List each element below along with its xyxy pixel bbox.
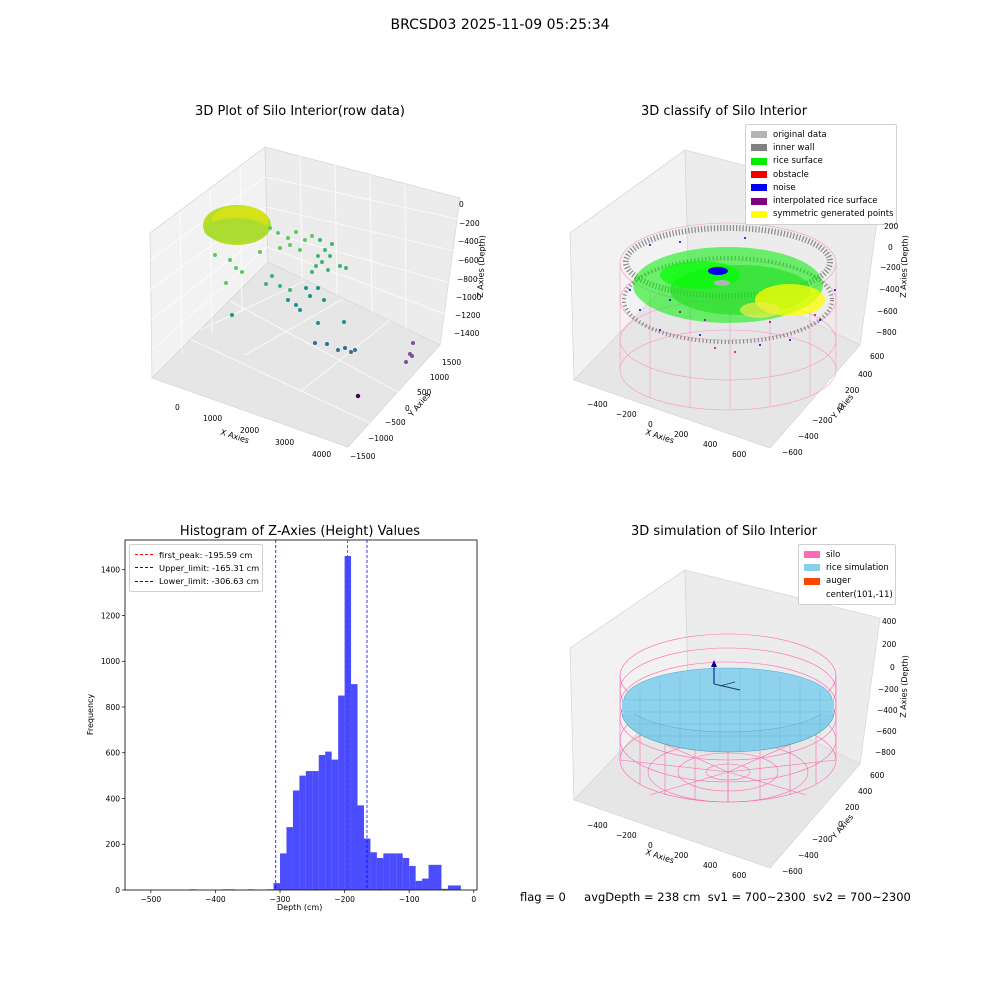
legend-swatch (804, 564, 820, 572)
histogram-bar (292, 790, 300, 890)
legend-item: first_peak: -195.59 cm (135, 548, 257, 561)
y-tick-label: 1000 (101, 657, 120, 666)
sv2-text: sv2 = 700~2300 (812, 890, 911, 904)
histogram-bar (415, 880, 423, 890)
y-tick-label: 200 (106, 840, 121, 849)
histogram-bar (318, 755, 326, 890)
histogram-bar (305, 771, 313, 890)
histogram-bar (299, 775, 306, 890)
avg-depth-text: avgDepth = 238 cm (584, 890, 701, 904)
y-tick-label: 800 (106, 703, 121, 712)
legend-item: original data (751, 128, 891, 141)
legend-item: noise (751, 181, 891, 194)
legend-swatch (804, 551, 820, 559)
legend-line (135, 554, 153, 556)
histogram-x-axis-label: Depth (cm) (277, 903, 323, 912)
status-line: flag = 0 avgDepth = 238 cm sv1 = 700~230… (520, 890, 911, 904)
legend-swatch (751, 197, 767, 205)
legend-line (135, 580, 153, 582)
histogram-bar (267, 889, 274, 890)
legend-swatch (751, 131, 767, 139)
histogram-bar (428, 864, 436, 890)
histogram-bar (286, 827, 293, 890)
center-marker (711, 660, 741, 691)
simulation-legend: silo rice simulation auger center(101,-1… (798, 544, 896, 606)
histogram-title: Histogram of Z-Axies (Height) Values (179, 524, 421, 539)
simulation-3d-plot (569, 569, 881, 869)
histogram-bar (273, 883, 281, 890)
legend-swatch (804, 591, 820, 598)
raw-scatter-points (203, 205, 415, 399)
sv1-text: sv1 = 700~2300 (707, 890, 806, 904)
histogram-bar (357, 805, 364, 890)
histogram-bar (396, 853, 403, 890)
legend-line (135, 567, 153, 569)
y-tick-label: 0 (115, 886, 120, 895)
histogram-legend: first_peak: -195.59 cm Upper_limit: -165… (129, 544, 263, 592)
legend-swatch (804, 577, 820, 585)
legend-item: interpolated rice surface (751, 194, 891, 207)
histogram-bar (389, 853, 397, 890)
histogram-bar (376, 857, 384, 890)
flag-text: flag = 0 (520, 890, 566, 904)
histogram-bar (383, 853, 390, 890)
histogram-bar (441, 888, 448, 890)
legend-item: inner wall (751, 141, 891, 154)
legend-swatch (751, 157, 767, 165)
legend-item: Upper_limit: -165.31 cm (135, 561, 259, 574)
legend-item: center(101,-11) (804, 588, 893, 601)
histogram-bar (370, 852, 377, 890)
histogram-bar (344, 556, 352, 890)
histogram-bar (409, 865, 416, 890)
legend-item: silo (804, 548, 890, 561)
histogram-bar (363, 838, 371, 890)
legend-item: Lower_limit: -306.63 cm (135, 575, 259, 588)
histogram-bar (454, 885, 461, 890)
y-tick-label: 600 (106, 749, 121, 758)
histogram-bar (331, 759, 339, 890)
legend-item: auger (804, 575, 890, 588)
y-tick-label: 1400 (101, 566, 120, 575)
x-tick-label: −100 (399, 895, 420, 904)
histogram-bar (351, 684, 358, 890)
histogram-bar (228, 889, 235, 890)
histogram-bar (280, 853, 287, 890)
legend-swatch (751, 144, 767, 152)
legend-item: rice simulation (804, 561, 890, 574)
histogram-bar (338, 695, 345, 890)
x-tick-label: −400 (205, 895, 226, 904)
x-tick-label: −500 (141, 895, 162, 904)
histogram-bar (247, 889, 255, 890)
x-tick-label: 0 (471, 895, 476, 904)
histogram-chart: −500 −400 −300 −200 −100 0 0 200 400 600 800 1000 1… (101, 539, 478, 904)
legend-item: rice surface (751, 155, 891, 168)
y-tick-label: 400 (106, 794, 121, 803)
legend-item: obstacle (751, 168, 891, 181)
x-tick-label: −200 (334, 895, 355, 904)
raw-plot-title: 3D Plot of Silo Interior(row data) (195, 104, 405, 119)
histogram-bar (435, 864, 442, 890)
histogram-bar (189, 889, 197, 890)
classify-legend: original data inner wall rice surface ob… (745, 124, 897, 226)
legend-swatch (751, 171, 767, 179)
histogram-bar (447, 885, 455, 890)
histogram-y-axis-label: Frequency (86, 693, 96, 736)
classify-3d-plot (569, 149, 881, 449)
figure-title: BRCSD03 2025-11-09 05:25:34 (390, 17, 610, 33)
histogram-bar (221, 889, 229, 890)
legend-swatch (751, 184, 767, 192)
classify-plot-title: 3D classify of Silo Interior (640, 104, 808, 119)
x-tick-label: −300 (270, 895, 291, 904)
raw-3d-plot (149, 146, 461, 448)
y-tick-label: 1200 (101, 611, 120, 620)
histogram-bar (402, 857, 410, 890)
legend-item: symmetric generated points (751, 208, 894, 221)
simulation-plot-title: 3D simulation of Silo Interior (631, 524, 817, 539)
histogram-bar (422, 878, 429, 890)
legend-swatch (751, 210, 767, 218)
histogram-bar (325, 751, 332, 890)
histogram-bar (312, 771, 319, 890)
